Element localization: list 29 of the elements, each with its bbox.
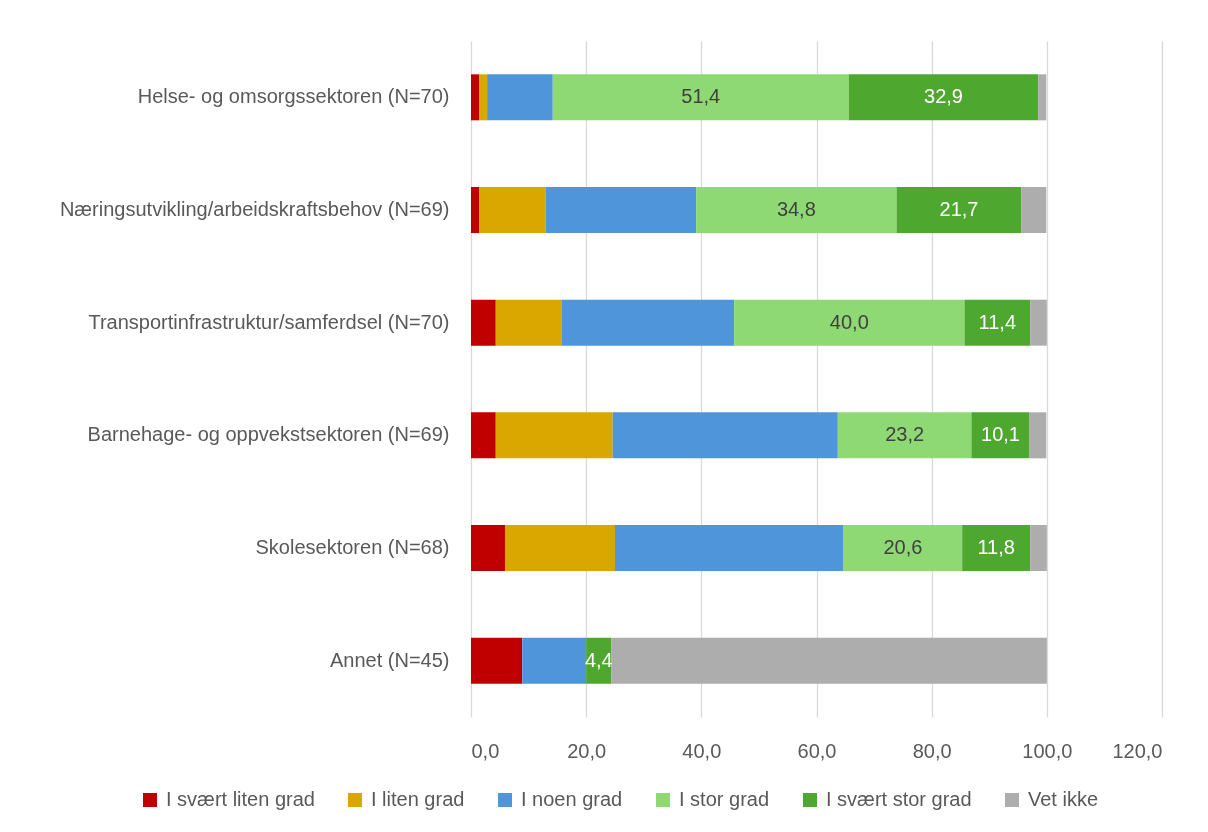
legend-label: I noen grad <box>521 788 623 810</box>
x-tick-label: 80,0 <box>912 739 952 762</box>
y-tick-label: Transportinfrastruktur/samferdsel (N=70) <box>88 310 450 333</box>
legend-label: I svært stor grad <box>826 788 972 810</box>
data-label: 23,2 <box>885 423 925 446</box>
data-label: 34,8 <box>776 198 816 220</box>
legend-label: I svært liten grad <box>166 788 315 810</box>
x-tick-label: 60,0 <box>797 739 837 762</box>
data-label: 10,1 <box>981 423 1020 446</box>
legend-label: I stor grad <box>679 788 770 810</box>
y-tick-label: Skolesektoren (N=68) <box>255 536 450 558</box>
data-label: 11,8 <box>977 536 1015 558</box>
data-label: 51,4 <box>681 85 721 108</box>
legend-label: I liten grad <box>371 788 465 810</box>
y-tick-label: Barnehage- og oppvekstsektoren (N=69) <box>87 423 450 446</box>
x-tick-label: 0,0 <box>471 739 500 762</box>
data-label: 20,6 <box>883 536 923 558</box>
data-label: 32,9 <box>924 85 963 108</box>
x-tick-label: 20,0 <box>567 739 607 762</box>
x-tick-label: 40,0 <box>682 739 722 762</box>
legend-label: Vet ikke <box>1028 788 1099 810</box>
x-tick-label: 120,0 <box>1112 739 1163 762</box>
y-tick-label: Helse- og omsorgssektoren (N=70) <box>137 85 450 108</box>
data-label: 21,7 <box>939 198 979 220</box>
y-tick-label: Næringsutvikling/arbeidskraftsbehov (N=69) <box>59 198 450 220</box>
data-label: 40,0 <box>829 310 869 333</box>
data-label: 11,4 <box>978 310 1017 333</box>
y-tick-label: Annet (N=45) <box>329 648 450 671</box>
x-tick-label: 100,0 <box>1022 739 1073 762</box>
